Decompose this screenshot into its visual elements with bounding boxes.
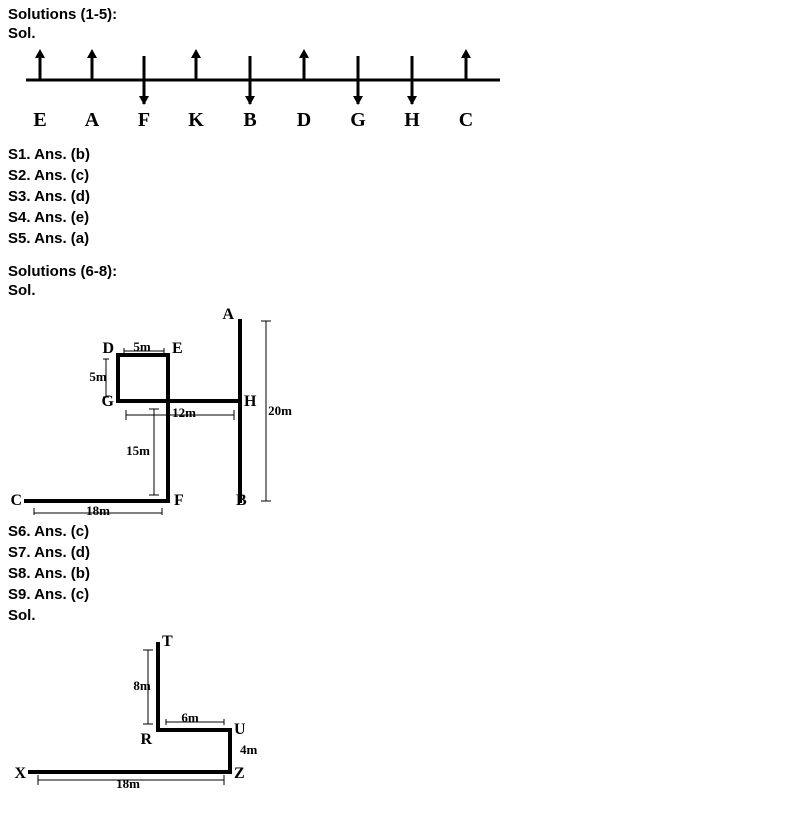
svg-text:C: C bbox=[459, 109, 473, 131]
svg-text:18m: 18m bbox=[116, 776, 140, 790]
answer-line: S8. Ans. (b) bbox=[8, 563, 787, 584]
sol-label: Sol. bbox=[8, 25, 787, 42]
svg-text:A: A bbox=[222, 306, 234, 323]
answers-block-1: S1. Ans. (b) S2. Ans. (c) S3. Ans. (d) S… bbox=[8, 144, 787, 249]
answers-block-2: S6. Ans. (c) S7. Ans. (d) S8. Ans. (b) S… bbox=[8, 521, 787, 605]
svg-text:A: A bbox=[85, 109, 100, 131]
svg-text:B: B bbox=[236, 492, 247, 509]
svg-text:H: H bbox=[404, 109, 420, 131]
sol-label: Sol. bbox=[8, 607, 787, 624]
svg-text:C: C bbox=[10, 492, 22, 509]
svg-text:15m: 15m bbox=[126, 443, 150, 458]
diagram-path-2: T R U Z X 8m 6m 4m 18m bbox=[8, 630, 787, 790]
answer-line: S3. Ans. (d) bbox=[8, 186, 787, 207]
svg-text:18m: 18m bbox=[86, 503, 110, 515]
svg-text:12m: 12m bbox=[172, 405, 196, 420]
svg-text:T: T bbox=[162, 633, 173, 650]
svg-text:D: D bbox=[102, 340, 114, 357]
section-heading: Solutions (6-8): bbox=[8, 263, 787, 280]
svg-text:6m: 6m bbox=[181, 710, 199, 725]
svg-text:E: E bbox=[172, 340, 183, 357]
svg-text:X: X bbox=[14, 765, 26, 782]
svg-text:R: R bbox=[140, 731, 152, 748]
svg-text:G: G bbox=[350, 109, 366, 131]
answer-line: S5. Ans. (a) bbox=[8, 228, 787, 249]
svg-text:Z: Z bbox=[234, 765, 245, 782]
svg-text:E: E bbox=[33, 109, 46, 131]
svg-text:U: U bbox=[234, 721, 246, 738]
diagram-arrow-row: EAFKBDGHC bbox=[8, 48, 787, 138]
answer-line: S4. Ans. (e) bbox=[8, 207, 787, 228]
svg-text:F: F bbox=[174, 492, 184, 509]
answer-line: S6. Ans. (c) bbox=[8, 521, 787, 542]
svg-text:B: B bbox=[243, 109, 256, 131]
sol-label: Sol. bbox=[8, 282, 787, 299]
svg-text:H: H bbox=[244, 393, 257, 410]
svg-text:F: F bbox=[138, 109, 150, 131]
answer-line: S7. Ans. (d) bbox=[8, 542, 787, 563]
svg-text:D: D bbox=[297, 109, 311, 131]
answer-line: S9. Ans. (c) bbox=[8, 584, 787, 605]
diagram-path-1: A B H E D G F C 20m 12m 5m 5m 15m 18m bbox=[8, 305, 787, 515]
svg-text:5m: 5m bbox=[89, 369, 107, 384]
svg-text:20m: 20m bbox=[268, 403, 292, 418]
svg-text:4m: 4m bbox=[240, 742, 258, 757]
section-heading: Solutions (1-5): bbox=[8, 6, 787, 23]
svg-text:K: K bbox=[188, 109, 204, 131]
answer-line: S2. Ans. (c) bbox=[8, 165, 787, 186]
answer-line: S1. Ans. (b) bbox=[8, 144, 787, 165]
svg-text:G: G bbox=[102, 393, 115, 410]
svg-text:8m: 8m bbox=[133, 678, 151, 693]
svg-text:5m: 5m bbox=[133, 339, 151, 354]
